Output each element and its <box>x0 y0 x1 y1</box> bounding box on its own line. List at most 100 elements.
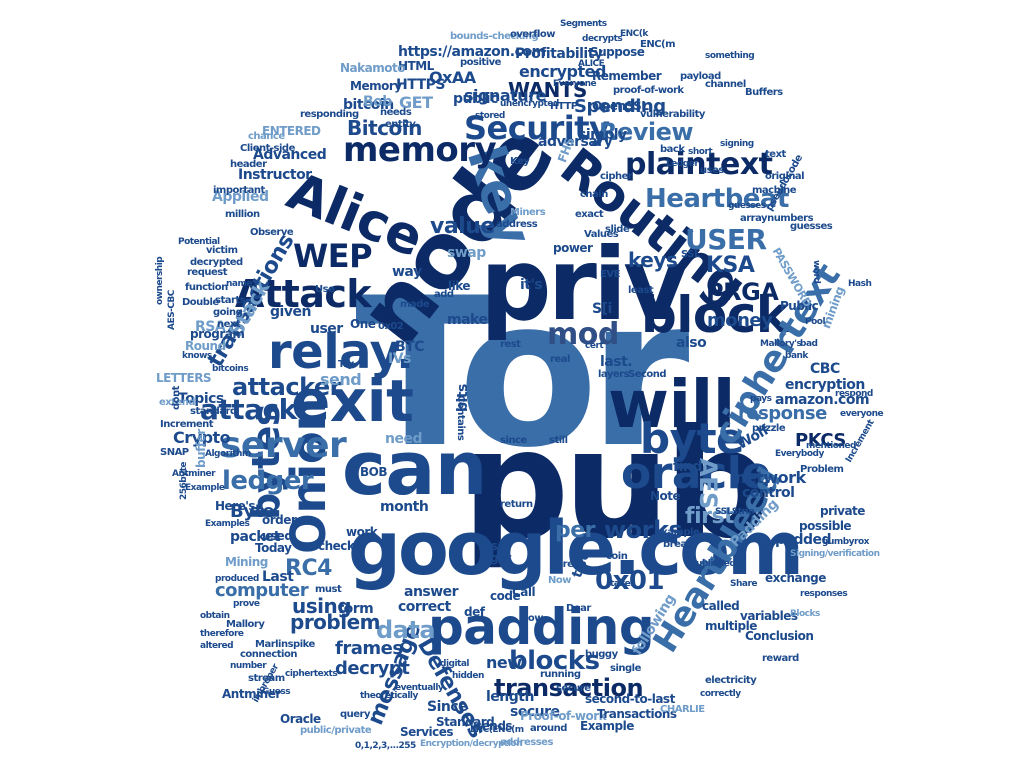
word-network: network <box>735 468 806 487</box>
word-topics: Topics <box>178 391 224 407</box>
word-entered: ENTERED <box>262 124 321 138</box>
word-bitcoin-lower: bitcoin <box>343 97 394 113</box>
word-enc-m: ENC(m <box>640 39 676 50</box>
word-length: length <box>486 689 534 705</box>
word-payload: payload <box>680 71 721 82</box>
word-example-2: Example <box>185 483 225 493</box>
word-unencrypted: unencrypted <box>500 99 559 109</box>
word-check: check <box>318 539 355 553</box>
word-encryption-decryption: Encryption/decryption <box>420 739 523 749</box>
word-oxaa: OxAA <box>429 68 476 87</box>
word-share: Share <box>730 579 758 589</box>
word-snap: SNAP <box>160 447 189 458</box>
word-memory-cap: Memory <box>350 79 402 93</box>
word-data: data <box>376 616 436 644</box>
word-last-dot: last. <box>600 354 633 370</box>
word-signing: signing <box>720 139 754 149</box>
word-services: Services <box>400 725 454 739</box>
word-bob-caps: BOB <box>360 465 388 479</box>
word-million: million <box>225 209 260 220</box>
word-swap: swap <box>447 245 486 261</box>
word-last-cap: Last <box>262 569 294 585</box>
word-victim: victim <box>206 245 238 256</box>
word-pays: pays <box>750 394 772 404</box>
word-frames: frames <box>335 638 403 659</box>
word-something: something <box>705 51 755 61</box>
word-range-0-255: 0,1,2,3,...255 <box>355 741 416 751</box>
word-mining-cap: Mining <box>225 555 268 569</box>
word-works: works <box>604 516 683 544</box>
word-puzzle: puzzle <box>752 423 786 434</box>
word-now-light: Now <box>548 575 571 586</box>
word-ivs: IVs <box>388 351 411 367</box>
word-packet: packet <box>230 529 280 545</box>
word-address: address <box>496 219 538 230</box>
word-response: response <box>738 403 827 424</box>
word-advanced: Advanced <box>253 147 327 163</box>
word-bitcoin: Bitcoin <box>347 116 422 140</box>
word-short: short <box>688 147 713 157</box>
word-increment: Increment <box>160 419 214 430</box>
word-money: money <box>707 310 773 331</box>
word-addresses: addresses <box>500 737 553 748</box>
word-remember: Remember <box>592 69 662 83</box>
word-user: user <box>310 321 343 337</box>
word-public: public <box>453 91 498 107</box>
word-answer: answer <box>404 584 459 600</box>
word-256byte: 256byte <box>179 461 189 500</box>
word-hidden: hidden <box>452 671 484 681</box>
word-rsa: RSA <box>195 319 226 335</box>
word-decrypted: decrypted <box>190 257 243 268</box>
word-its: it's <box>520 277 543 293</box>
word-segments: Segments <box>560 19 607 29</box>
word-dont: dont <box>171 386 182 410</box>
word-exact: exact <box>575 209 604 220</box>
word-transactions-cap: Transactions <box>597 707 677 721</box>
word-responses: responses <box>800 589 848 599</box>
word-connection: connection <box>240 649 297 660</box>
word-variables: variables <box>740 609 798 623</box>
word-theoretically: theoretically <box>360 691 418 701</box>
word-least: least <box>628 285 654 296</box>
word-word: word <box>811 260 821 284</box>
word-today: Today <box>255 541 292 555</box>
word-bank: bank <box>785 351 808 361</box>
word-made: made <box>400 299 430 310</box>
word-find: find <box>673 459 702 475</box>
word-bitcoins: bitcoins <box>212 364 249 374</box>
word-vulnerability: vulnerability <box>640 109 705 120</box>
word-per: per <box>555 518 596 543</box>
word-double: Double <box>182 297 219 308</box>
word-starts: starts <box>215 295 246 306</box>
word-computer: computer <box>215 580 309 601</box>
word-signature: signature <box>464 86 546 105</box>
word-power: power <box>553 241 593 255</box>
word-cloud-disc <box>150 5 895 760</box>
word-ksa: KSA <box>706 253 755 278</box>
word-adversary: adversary <box>538 134 613 150</box>
word-going: going <box>213 307 243 318</box>
word-code: code <box>490 589 521 603</box>
word-published: published <box>690 559 736 569</box>
word-altered: altered <box>200 641 234 651</box>
word-buffers: Buffers <box>745 87 783 98</box>
word-break: break <box>663 539 693 550</box>
word-value: value <box>430 214 495 239</box>
word-single: single <box>610 663 641 674</box>
word-blocks: blocks <box>509 646 600 676</box>
word-public-private: public/private <box>300 725 372 736</box>
word-def: def <box>464 605 485 619</box>
word-also: also <box>676 335 707 351</box>
word-correct: correct <box>398 599 451 615</box>
word-yes: Yes <box>476 539 498 553</box>
word-guesses-2: guesses <box>728 201 766 211</box>
word-guesses: guesses <box>790 221 833 232</box>
word-return: return <box>500 499 533 510</box>
word-uses: uses <box>700 165 724 176</box>
word-positive: positive <box>460 57 501 68</box>
word-like: like <box>448 279 471 293</box>
word-oracle-cap: Oracle <box>280 712 321 726</box>
word-padding: padding <box>428 598 655 656</box>
word-xor: XOR <box>759 542 769 562</box>
word-proof-of-work-lower: proof-of-work <box>613 85 684 96</box>
